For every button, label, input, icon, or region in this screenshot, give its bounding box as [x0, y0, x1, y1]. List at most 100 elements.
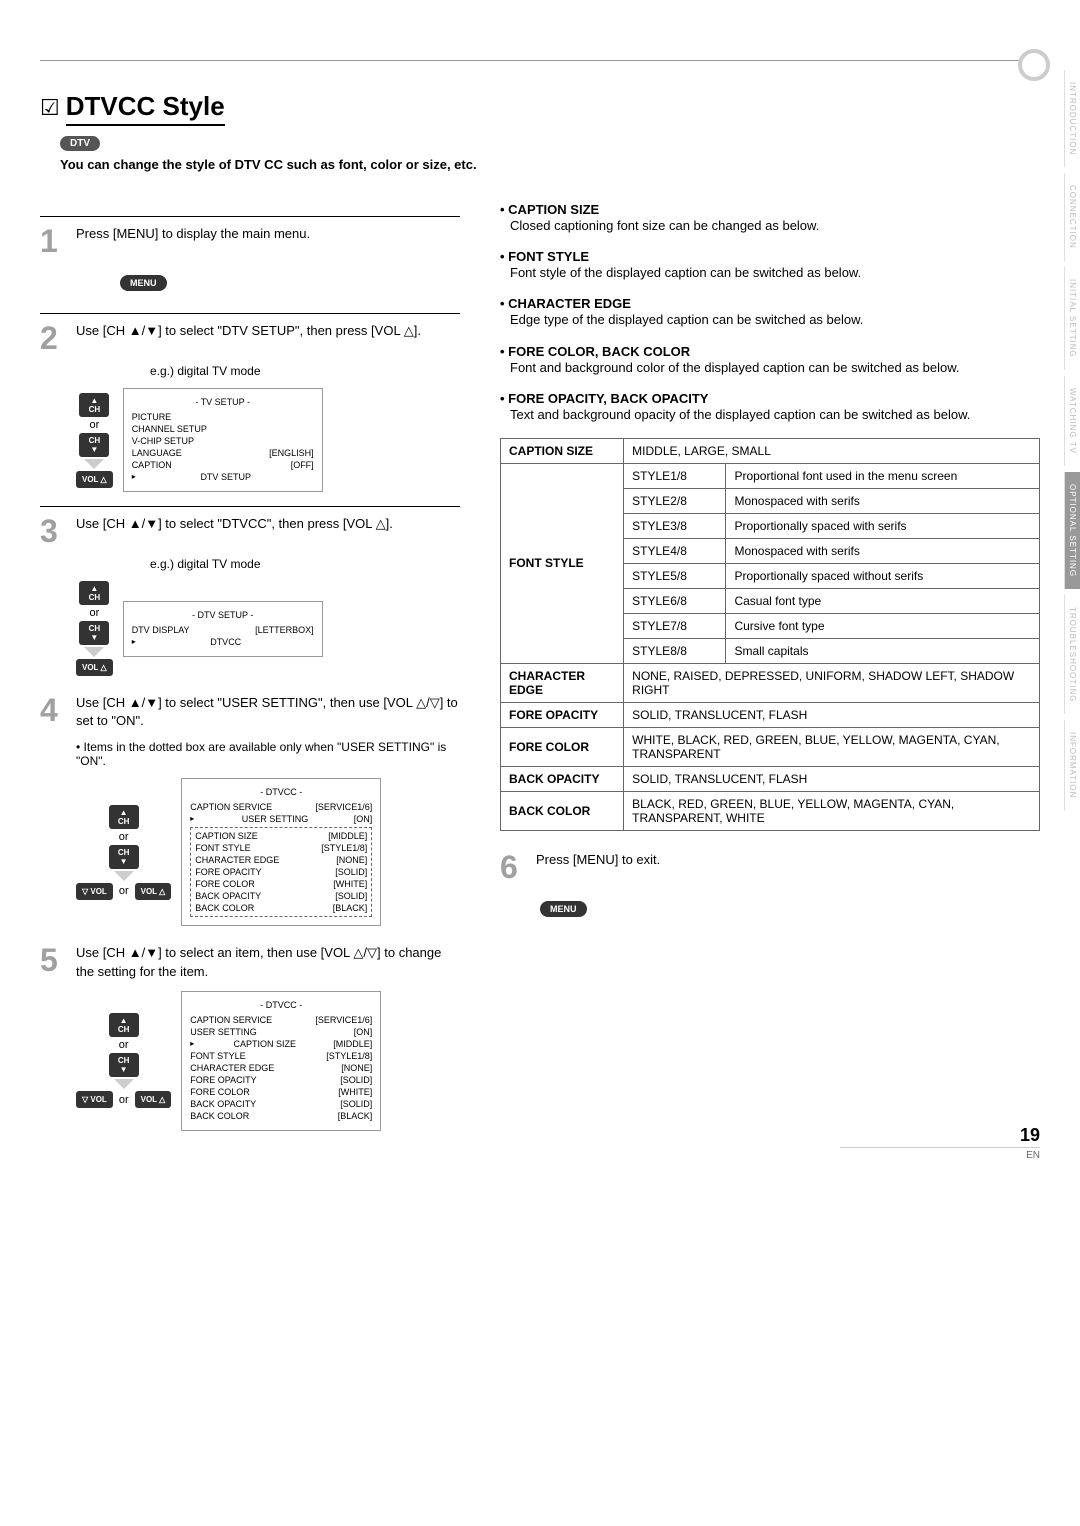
description-title: FORE OPACITY, BACK OPACITY: [500, 391, 1040, 406]
description-item: CHARACTER EDGEEdge type of the displayed…: [500, 296, 1040, 329]
opt-label: FONT STYLE: [501, 463, 624, 663]
opt-label: CHARACTER EDGE: [501, 663, 624, 702]
remote-ch-vol: ▲CH or CH▼ ▽ VOL or VOL △: [76, 1013, 171, 1108]
osd-row: FORE COLOR[WHITE]: [195, 878, 367, 890]
vol-up-button: VOL △: [76, 659, 113, 676]
step-6: 6 Press [MENU] to exit.: [500, 851, 1040, 883]
step-number: 2: [40, 322, 68, 354]
eg-label: e.g.) digital TV mode: [150, 557, 460, 571]
ch-up-button: ▲CH: [109, 1013, 139, 1037]
opt-value: WHITE, BLACK, RED, GREEN, BLUE, YELLOW, …: [624, 727, 1040, 766]
ch-up-button: ▲CH: [79, 581, 109, 605]
font-style-name: STYLE4/8: [624, 538, 726, 563]
osd-row: FORE COLOR[WHITE]: [190, 1086, 372, 1098]
osd-row: PICTURE: [132, 411, 314, 423]
menu-pill: MENU: [540, 901, 587, 917]
osd-dtv-setup: - DTV SETUP - DTV DISPLAY[LETTERBOX]DTVC…: [123, 601, 323, 657]
opt-label: BACK COLOR: [501, 791, 624, 830]
side-tab: OPTIONAL SETTING: [1064, 472, 1080, 589]
remote-ch-vol: ▲CH or CH▼ ▽ VOL or VOL △: [76, 805, 171, 900]
vol-down-button: ▽ VOL: [76, 883, 113, 900]
opt-label: FORE COLOR: [501, 727, 624, 766]
dtv-badge: DTV: [60, 136, 100, 151]
osd-row: BACK COLOR[BLACK]: [190, 1110, 372, 1122]
osd-row: CAPTION SIZE[MIDDLE]: [190, 1038, 372, 1050]
page-number: 19: [840, 1125, 1040, 1146]
font-style-name: STYLE8/8: [624, 638, 726, 663]
step-number: 6: [500, 851, 528, 883]
description-title: CAPTION SIZE: [500, 202, 1040, 217]
description-text: Edge type of the displayed caption can b…: [510, 311, 1040, 329]
opt-label: FORE OPACITY: [501, 702, 624, 727]
step-text: Press [MENU] to display the main menu.: [76, 225, 460, 243]
osd-row: CAPTION SERVICE[SERVICE1/6]: [190, 1014, 372, 1026]
osd-row: LANGUAGE[ENGLISH]: [132, 447, 314, 459]
description-item: FORE OPACITY, BACK OPACITYText and backg…: [500, 391, 1040, 424]
side-tab: INITIAL SETTING: [1064, 267, 1080, 370]
font-style-desc: Proportionally spaced with serifs: [726, 513, 1040, 538]
font-style-name: STYLE5/8: [624, 563, 726, 588]
font-style-name: STYLE1/8: [624, 463, 726, 488]
description-text: Text and background opacity of the displ…: [510, 406, 1040, 424]
opt-value: SOLID, TRANSLUCENT, FLASH: [624, 766, 1040, 791]
opt-value: MIDDLE, LARGE, SMALL: [624, 438, 1040, 463]
font-style-desc: Proportionally spaced without serifs: [726, 563, 1040, 588]
ch-down-button: CH▼: [109, 1053, 139, 1077]
osd-row: FONT STYLE[STYLE1/8]: [190, 1050, 372, 1062]
osd-row: CAPTION SIZE[MIDDLE]: [195, 830, 367, 842]
opt-label: BACK OPACITY: [501, 766, 624, 791]
checkbox-icon: ☑: [40, 95, 60, 121]
osd-row: CHARACTER EDGE[NONE]: [195, 854, 367, 866]
section-title: DTVCC Style: [66, 91, 225, 126]
step-text: Press [MENU] to exit.: [536, 851, 1040, 869]
step-text: Use [CH ▲/▼] to select "USER SETTING", t…: [76, 694, 460, 730]
osd-dtvcc: - DTVCC - CAPTION SERVICE[SERVICE1/6]USE…: [181, 778, 381, 926]
osd-row: BACK OPACITY[SOLID]: [195, 890, 367, 902]
page-lang: EN: [840, 1147, 1040, 1161]
font-style-name: STYLE2/8: [624, 488, 726, 513]
font-style-desc: Cursive font type: [726, 613, 1040, 638]
opt-value: SOLID, TRANSLUCENT, FLASH: [624, 702, 1040, 727]
description-item: FONT STYLEFont style of the displayed ca…: [500, 249, 1040, 282]
osd-row: DTVCC: [132, 636, 314, 648]
step-5: 5 Use [CH ▲/▼] to select an item, then u…: [40, 944, 460, 980]
opt-value: BLACK, RED, GREEN, BLUE, YELLOW, MAGENTA…: [624, 791, 1040, 830]
description-text: Font style of the displayed caption can …: [510, 264, 1040, 282]
step-text: Use [CH ▲/▼] to select "DTVCC", then pre…: [76, 515, 460, 533]
side-tab: TROUBLESHOOTING: [1064, 595, 1080, 714]
description-item: CAPTION SIZEClosed captioning font size …: [500, 202, 1040, 235]
osd-row: CHARACTER EDGE[NONE]: [190, 1062, 372, 1074]
step-4: 4 Use [CH ▲/▼] to select "USER SETTING",…: [40, 694, 460, 730]
description-title: FORE COLOR, BACK COLOR: [500, 344, 1040, 359]
osd-tv-setup: - TV SETUP - PICTURECHANNEL SETUPV-CHIP …: [123, 388, 323, 492]
font-style-name: STYLE6/8: [624, 588, 726, 613]
ch-up-button: ▲CH: [79, 393, 109, 417]
eg-label: e.g.) digital TV mode: [150, 364, 460, 378]
step-1: 1 Press [MENU] to display the main menu.: [40, 225, 460, 257]
opt-label: CAPTION SIZE: [501, 438, 624, 463]
page-top-rule: [40, 60, 1040, 61]
side-tab: WATCHING TV: [1064, 376, 1080, 466]
step-note: • Items in the dotted box are available …: [76, 740, 460, 768]
vol-up-button: VOL △: [135, 1091, 172, 1108]
vol-up-button: VOL △: [135, 883, 172, 900]
osd-row: DTV SETUP: [132, 471, 314, 483]
description-item: FORE COLOR, BACK COLORFont and backgroun…: [500, 344, 1040, 377]
font-style-desc: Monospaced with serifs: [726, 538, 1040, 563]
osd-row: FONT STYLE[STYLE1/8]: [195, 842, 367, 854]
osd-row: DTV DISPLAY[LETTERBOX]: [132, 624, 314, 636]
step-number: 1: [40, 225, 68, 257]
ch-down-button: CH▼: [79, 433, 109, 457]
osd-row: FORE OPACITY[SOLID]: [190, 1074, 372, 1086]
arrow-down-icon: [84, 459, 104, 469]
description-title: CHARACTER EDGE: [500, 296, 1040, 311]
table-row: FONT STYLESTYLE1/8Proportional font used…: [501, 463, 1040, 488]
step-number: 3: [40, 515, 68, 547]
right-column: CAPTION SIZEClosed captioning font size …: [500, 202, 1040, 1141]
description-text: Closed captioning font size can be chang…: [510, 217, 1040, 235]
arrow-down-icon: [84, 647, 104, 657]
intro-text: You can change the style of DTV CC such …: [60, 157, 1040, 172]
side-tab: CONNECTION: [1064, 173, 1080, 261]
arrow-down-icon: [114, 1079, 134, 1089]
description-text: Font and background color of the display…: [510, 359, 1040, 377]
